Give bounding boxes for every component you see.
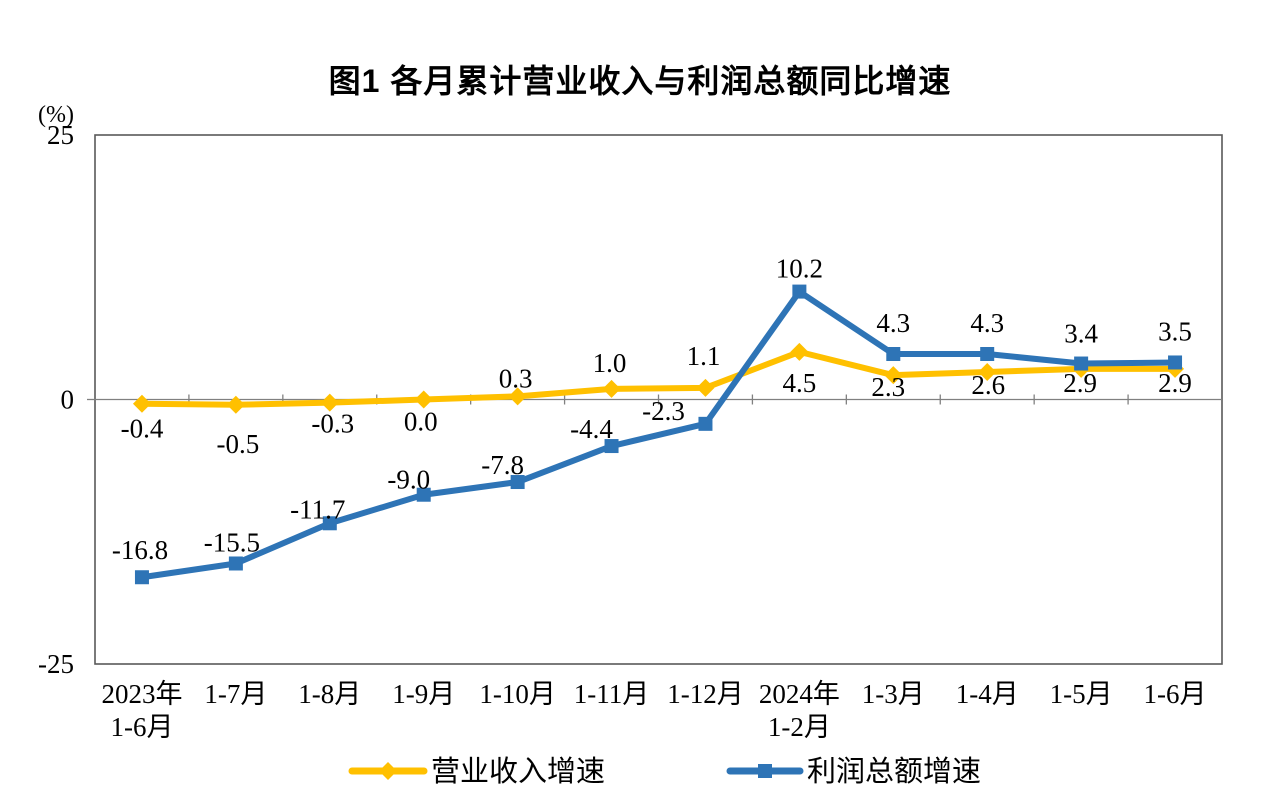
series-revenue-growth-marker bbox=[414, 390, 433, 409]
data-label-profit-growth: 3.5 bbox=[1158, 316, 1192, 346]
legend-marker-revenue-growth bbox=[379, 762, 397, 780]
data-label-profit-growth: -11.7 bbox=[290, 494, 345, 524]
x-axis-label: 1-5月 bbox=[1050, 679, 1113, 709]
series-profit-growth-marker bbox=[1168, 355, 1183, 370]
series-profit-growth-marker bbox=[134, 570, 149, 585]
x-axis-label: 2023年 bbox=[101, 679, 182, 709]
y-axis-unit-label: (%) bbox=[38, 102, 74, 128]
y-axis-tick-label: 0 bbox=[61, 385, 75, 415]
y-axis-tick-label: 25 bbox=[47, 120, 74, 150]
series-revenue-growth-marker bbox=[508, 387, 527, 406]
data-label-profit-growth: -7.8 bbox=[481, 450, 524, 480]
x-axis-label: 1-4月 bbox=[956, 679, 1019, 709]
series-revenue-growth-marker bbox=[602, 379, 621, 398]
data-label-revenue-growth: 1.1 bbox=[687, 341, 721, 371]
data-label-revenue-growth: 2.9 bbox=[1158, 368, 1192, 398]
x-axis-label: 1-8月 bbox=[298, 679, 361, 709]
series-revenue-growth-line bbox=[138, 348, 1179, 408]
data-label-profit-growth: 3.4 bbox=[1064, 319, 1098, 349]
series-revenue-growth-marker bbox=[320, 393, 339, 412]
data-label-revenue-growth: -0.4 bbox=[121, 414, 164, 444]
series-profit-growth-marker bbox=[416, 487, 431, 502]
data-label-profit-growth: -15.5 bbox=[204, 527, 260, 557]
series-revenue-growth-marker bbox=[696, 378, 715, 397]
chart-title: 图1 各月累计营业收入与利润总额同比增速 bbox=[328, 63, 952, 99]
data-label-revenue-growth: 2.3 bbox=[871, 372, 905, 402]
series-profit-growth-marker bbox=[1074, 356, 1089, 371]
x-axis-label: 1-6月 bbox=[1144, 679, 1207, 709]
series-profit-growth-marker bbox=[698, 416, 713, 431]
data-label-profit-growth: 4.3 bbox=[876, 308, 910, 338]
data-label-profit-growth: 10.2 bbox=[776, 254, 823, 284]
legend-label-revenue-growth: 营业收入增速 bbox=[431, 755, 605, 788]
x-axis-label: 1-9月 bbox=[392, 679, 455, 709]
series-profit-growth-marker bbox=[510, 475, 525, 490]
data-label-revenue-growth: 2.6 bbox=[971, 370, 1005, 400]
data-label-revenue-growth: 4.5 bbox=[783, 368, 817, 398]
series-revenue-growth-marker bbox=[132, 394, 151, 413]
x-axis-label: 1-3月 bbox=[862, 679, 925, 709]
series-profit-growth-marker bbox=[792, 284, 807, 299]
data-label-revenue-growth: 2.9 bbox=[1063, 368, 1097, 398]
data-label-profit-growth: -9.0 bbox=[387, 465, 430, 495]
x-axis-label: 1-7月 bbox=[204, 679, 267, 709]
x-axis-label: 1-2月 bbox=[768, 712, 831, 742]
data-label-revenue-growth: 0.3 bbox=[499, 363, 533, 393]
y-axis-tick-label: -25 bbox=[38, 649, 74, 679]
data-label-revenue-growth: 1.0 bbox=[593, 348, 627, 378]
series-profit-growth-marker bbox=[980, 347, 995, 362]
legend-label-profit-growth: 利润总额增速 bbox=[807, 755, 981, 788]
x-axis-label: 1-11月 bbox=[574, 679, 650, 709]
data-label-revenue-growth: -0.5 bbox=[217, 429, 260, 459]
data-label-profit-growth: 4.3 bbox=[970, 308, 1004, 338]
series-profit-growth-marker bbox=[322, 516, 337, 531]
x-axis-label: 1-6月 bbox=[110, 712, 173, 742]
series-profit-growth-marker bbox=[228, 556, 243, 571]
data-label-profit-growth: -4.4 bbox=[570, 414, 613, 444]
x-axis-label: 2024年 bbox=[759, 679, 840, 709]
x-axis-label: 1-12月 bbox=[667, 679, 744, 709]
data-label-revenue-growth: 0.0 bbox=[404, 407, 438, 437]
series-profit-growth-marker bbox=[886, 347, 901, 362]
series-revenue-growth-marker bbox=[978, 362, 997, 381]
x-axis-label: 1-10月 bbox=[479, 679, 556, 709]
data-label-revenue-growth: -0.3 bbox=[311, 409, 354, 439]
series-revenue-growth-marker bbox=[884, 366, 903, 385]
legend-marker-profit-growth bbox=[758, 764, 772, 778]
series-profit-growth-marker bbox=[604, 439, 619, 454]
data-label-profit-growth: -2.3 bbox=[642, 396, 685, 426]
series-profit-growth-line bbox=[138, 288, 1179, 581]
data-label-profit-growth: -16.8 bbox=[112, 535, 168, 565]
series-revenue-growth-marker bbox=[790, 342, 809, 361]
series-revenue-growth-marker bbox=[226, 395, 245, 414]
